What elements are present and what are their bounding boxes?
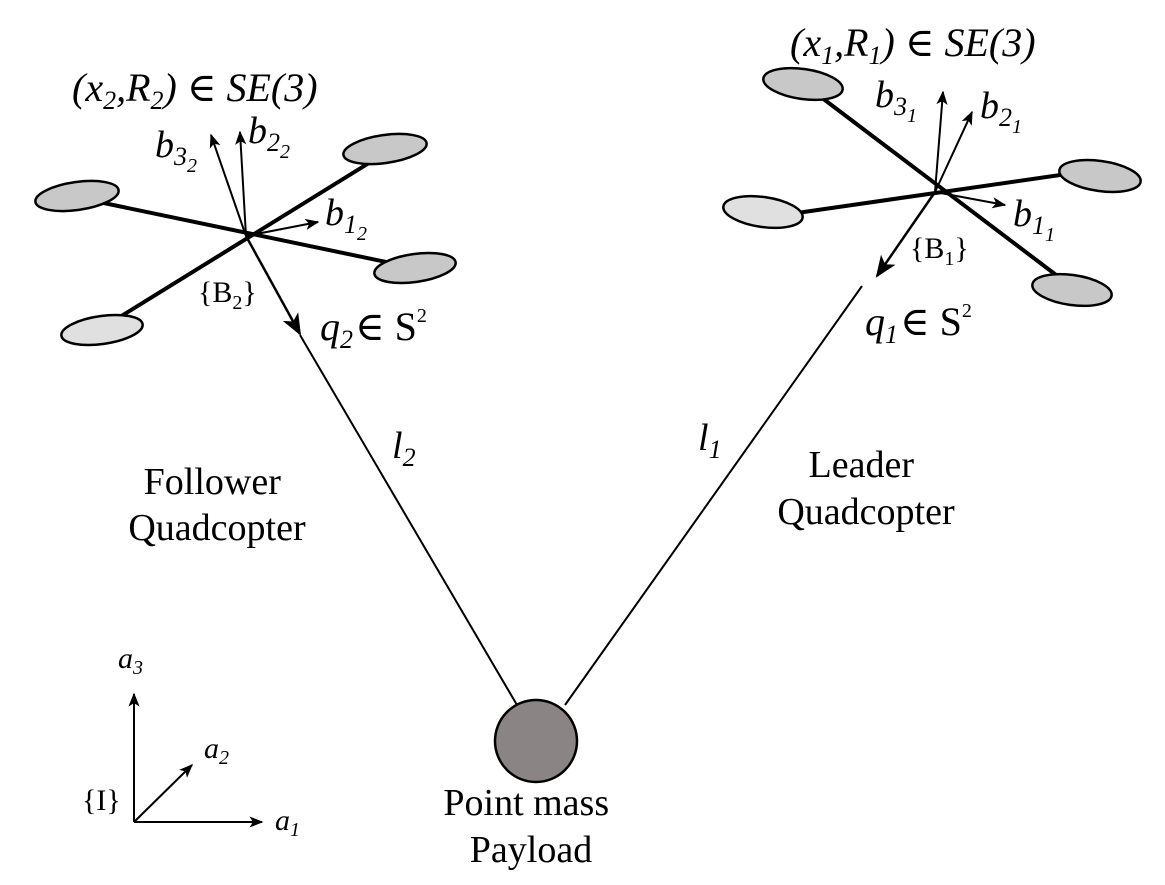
follower-b3-label: b32 [155,124,197,177]
leader-cable-label: l1 [698,417,722,464]
leader-b1-arrow [934,191,1007,209]
follower-rotor-top-right [342,132,428,166]
follower-frame-label: {B2} [198,276,257,314]
leader-rotor-right [1058,158,1142,194]
leader-caption: Leader Quadcopter [777,444,955,533]
follower-rotor-right [373,251,457,285]
follower-b3-arrow [209,133,247,237]
payload-mass [493,698,579,784]
leader-quadcopter [722,66,1142,308]
inertial-a2-arrow [133,764,193,823]
leader-b3-label: b31 [875,74,917,127]
follower-config-label: (x2,R2) ∈ SE(3) [72,65,318,115]
leader-rotor-top-left [762,66,844,102]
leader-rotor-bottom-right [1031,272,1113,308]
follower-b2-arrow [235,130,247,237]
leader-cable [564,285,863,706]
leader-b1-label: b11 [1013,193,1055,246]
follower-rotor-bottom-left [60,313,144,347]
follower-arm-b [100,148,392,330]
inertial-a1-label: a1 [275,804,300,841]
payload-caption: Point mass Payload [443,782,618,871]
leader-b2-label: b21 [980,85,1022,138]
follower-q-label: q2∈ S2 [320,304,427,354]
follower-caption: Follower Quadcopter [128,461,306,549]
follower-rotor-left [34,179,120,213]
follower-b2-label: b22 [248,110,290,163]
leader-arm-b [761,168,1096,220]
inertial-frame-label: {I} [82,784,121,817]
leader-q-arrow [875,191,937,278]
leader-config-label: (x1,R1) ∈ SE(3) [790,20,1036,70]
leader-b2-arrow [934,110,973,193]
follower-cable-label: l2 [392,425,416,472]
leader-q-label: q1∈ S2 [865,299,972,349]
follower-cable [299,334,518,706]
inertial-frame [128,692,264,828]
inertial-a2-label: a2 [204,732,229,769]
leader-frame-label: {B1} [910,232,969,270]
follower-quadcopter [34,130,457,347]
inertial-a3-label: a3 [118,642,143,679]
leader-b3-arrow [934,90,948,193]
follower-b1-arrow [245,218,320,237]
follower-q-arrow [244,235,302,336]
leader-rotor-left [722,194,804,230]
follower-b1-label: b12 [325,192,367,245]
